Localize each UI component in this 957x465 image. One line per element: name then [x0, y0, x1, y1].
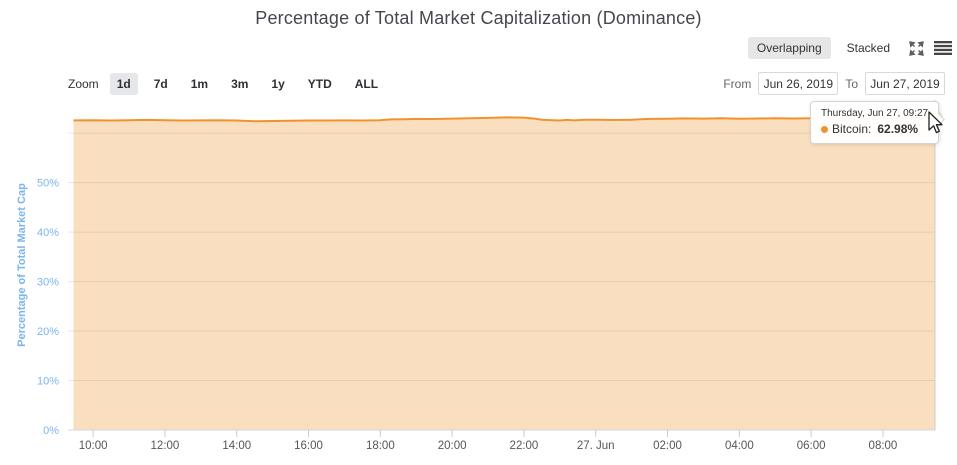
x-axis-label-08:00: 08:00 — [869, 440, 898, 452]
page-title: Percentage of Total Market Capitalizatio… — [255, 8, 702, 28]
range-button-3m[interactable]: 3m — [231, 77, 249, 91]
mouse-cursor-icon — [928, 111, 943, 134]
zoom-label: Zoom — [68, 77, 99, 91]
from-date-input[interactable] — [758, 72, 839, 95]
bitcoin-area-fill — [73, 117, 935, 431]
series-dot-icon — [821, 125, 828, 133]
x-axis-label-27. Jun: 27. Jun — [577, 440, 615, 452]
y-axis-title: Percentage of Total Market Cap — [16, 183, 28, 347]
x-axis-label-02:00: 02:00 — [653, 440, 682, 452]
x-axis-label-20:00: 20:00 — [438, 440, 467, 452]
x-axis-label-22:00: 22:00 — [510, 440, 539, 452]
y-axis-label-30%: 30% — [37, 277, 59, 289]
x-axis-label-06:00: 06:00 — [797, 440, 826, 452]
x-axis-label-16:00: 16:00 — [294, 440, 323, 452]
x-axis-label-10:00: 10:00 — [79, 440, 108, 452]
x-axis-label-12:00: 12:00 — [151, 440, 180, 452]
range-button-1d[interactable]: 1d — [109, 73, 138, 95]
bitcoin-line — [73, 116, 936, 123]
from-label: From — [723, 76, 752, 91]
tooltip-value: 62.98% — [877, 122, 919, 136]
y-axis-label-20%: 20% — [37, 326, 59, 338]
range-button-1m[interactable]: 1m — [190, 77, 209, 91]
range-button-ytd[interactable]: YTD — [307, 77, 332, 91]
x-axis-label-18:00: 18:00 — [366, 440, 395, 452]
y-axis-label-0%: 0% — [43, 425, 59, 437]
to-label: To — [845, 76, 858, 91]
to-date-input[interactable] — [865, 72, 945, 95]
y-axis-label-10%: 10% — [37, 376, 59, 388]
range-button-7d[interactable]: 7d — [153, 77, 168, 91]
y-axis-label-50%: 50% — [37, 178, 59, 190]
chart-menu-icon[interactable] — [933, 38, 953, 58]
y-axis-label-40%: 40% — [37, 227, 59, 239]
x-axis-label-04:00: 04:00 — [725, 440, 754, 452]
view-toggle: Overlapping Stacked — [747, 37, 953, 59]
range-selector: Zoom 1d 7d 1m 3m 1y YTD ALL — [68, 73, 385, 95]
tooltip-timestamp: Thursday, Jun 27, 09:27 — [821, 108, 929, 119]
fullscreen-icon[interactable] — [906, 38, 926, 58]
range-button-1y[interactable]: 1y — [271, 77, 285, 91]
x-axis-label-14:00: 14:00 — [222, 440, 251, 452]
range-button-all[interactable]: ALL — [354, 77, 379, 91]
chart-tooltip: Thursday, Jun 27, 09:27 Bitcoin: 62.98% — [810, 101, 940, 144]
tooltip-series-label: Bitcoin: — [832, 122, 872, 136]
stacked-button[interactable]: Stacked — [846, 41, 890, 55]
date-range-controls: From To — [723, 72, 945, 95]
overlapping-button[interactable]: Overlapping — [747, 37, 831, 59]
tooltip-series-row: Bitcoin: 62.98% — [821, 122, 928, 136]
